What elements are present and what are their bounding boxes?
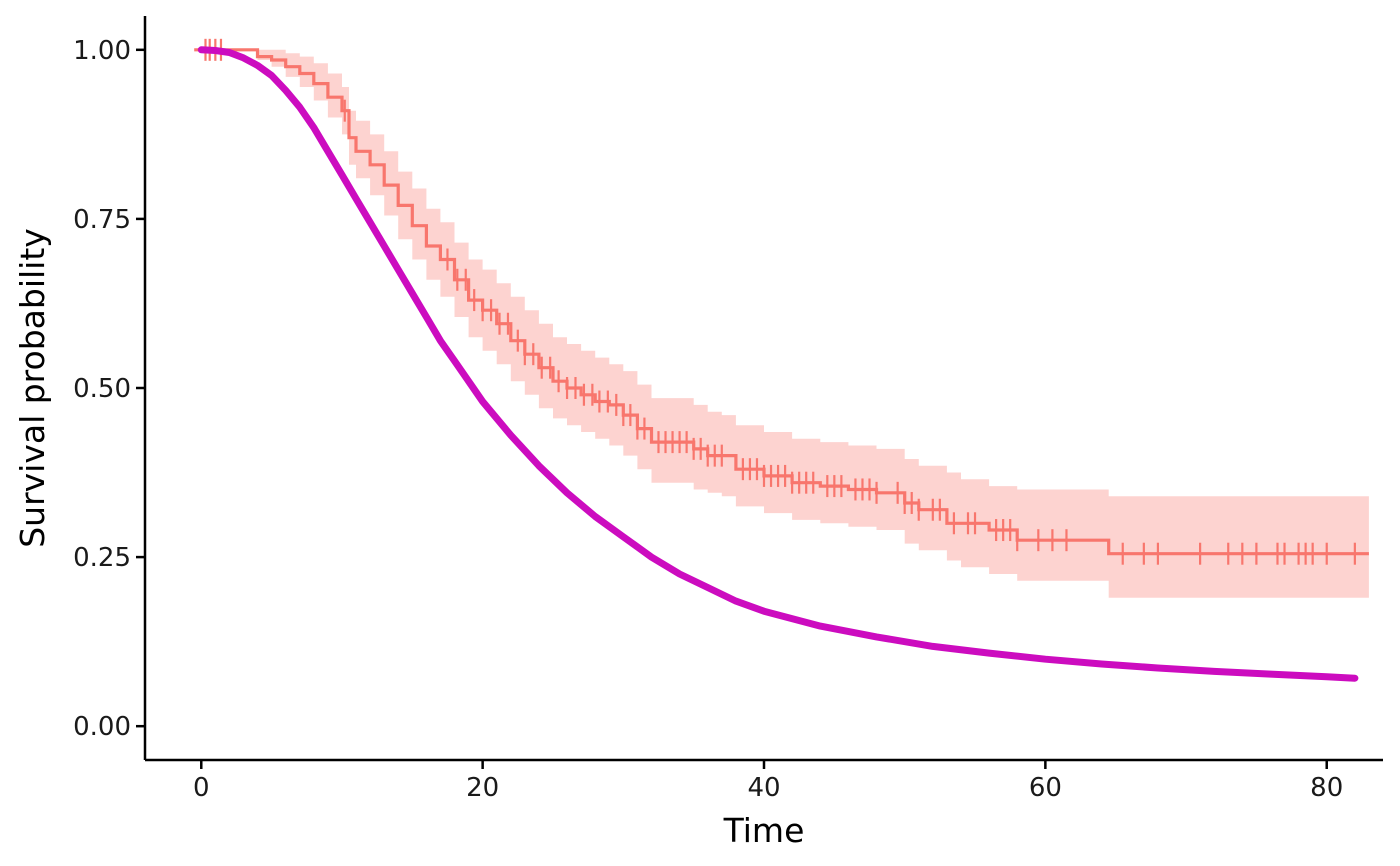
y-tick-label: 0.50 bbox=[73, 374, 131, 404]
y-tick-label: 0.25 bbox=[73, 543, 131, 573]
y-tick-label: 0.75 bbox=[73, 205, 131, 235]
plot-area bbox=[194, 38, 1369, 682]
x-tick-label: 20 bbox=[466, 773, 499, 803]
y-tick-label: 1.00 bbox=[73, 36, 131, 66]
y-tick-label: 0.00 bbox=[73, 712, 131, 742]
x-tick-label: 0 bbox=[193, 773, 210, 803]
x-tick-label: 60 bbox=[1029, 773, 1062, 803]
censor-marks bbox=[204, 38, 1356, 565]
x-tick-label: 80 bbox=[1310, 773, 1343, 803]
confidence-band bbox=[194, 49, 1369, 598]
x-axis-ticks: 0 20 40 60 80 bbox=[193, 760, 1343, 803]
fitted-survival-curve bbox=[197, 46, 1359, 682]
x-tick-label: 40 bbox=[747, 773, 780, 803]
axes: 0 20 40 60 80 0.00 0.25 0.50 0.75 1.00 bbox=[73, 16, 1383, 803]
x-axis-title: Time bbox=[723, 811, 805, 850]
y-axis-title: Survival probability bbox=[13, 228, 52, 548]
y-axis-ticks: 0.00 0.25 0.50 0.75 1.00 bbox=[73, 36, 145, 742]
